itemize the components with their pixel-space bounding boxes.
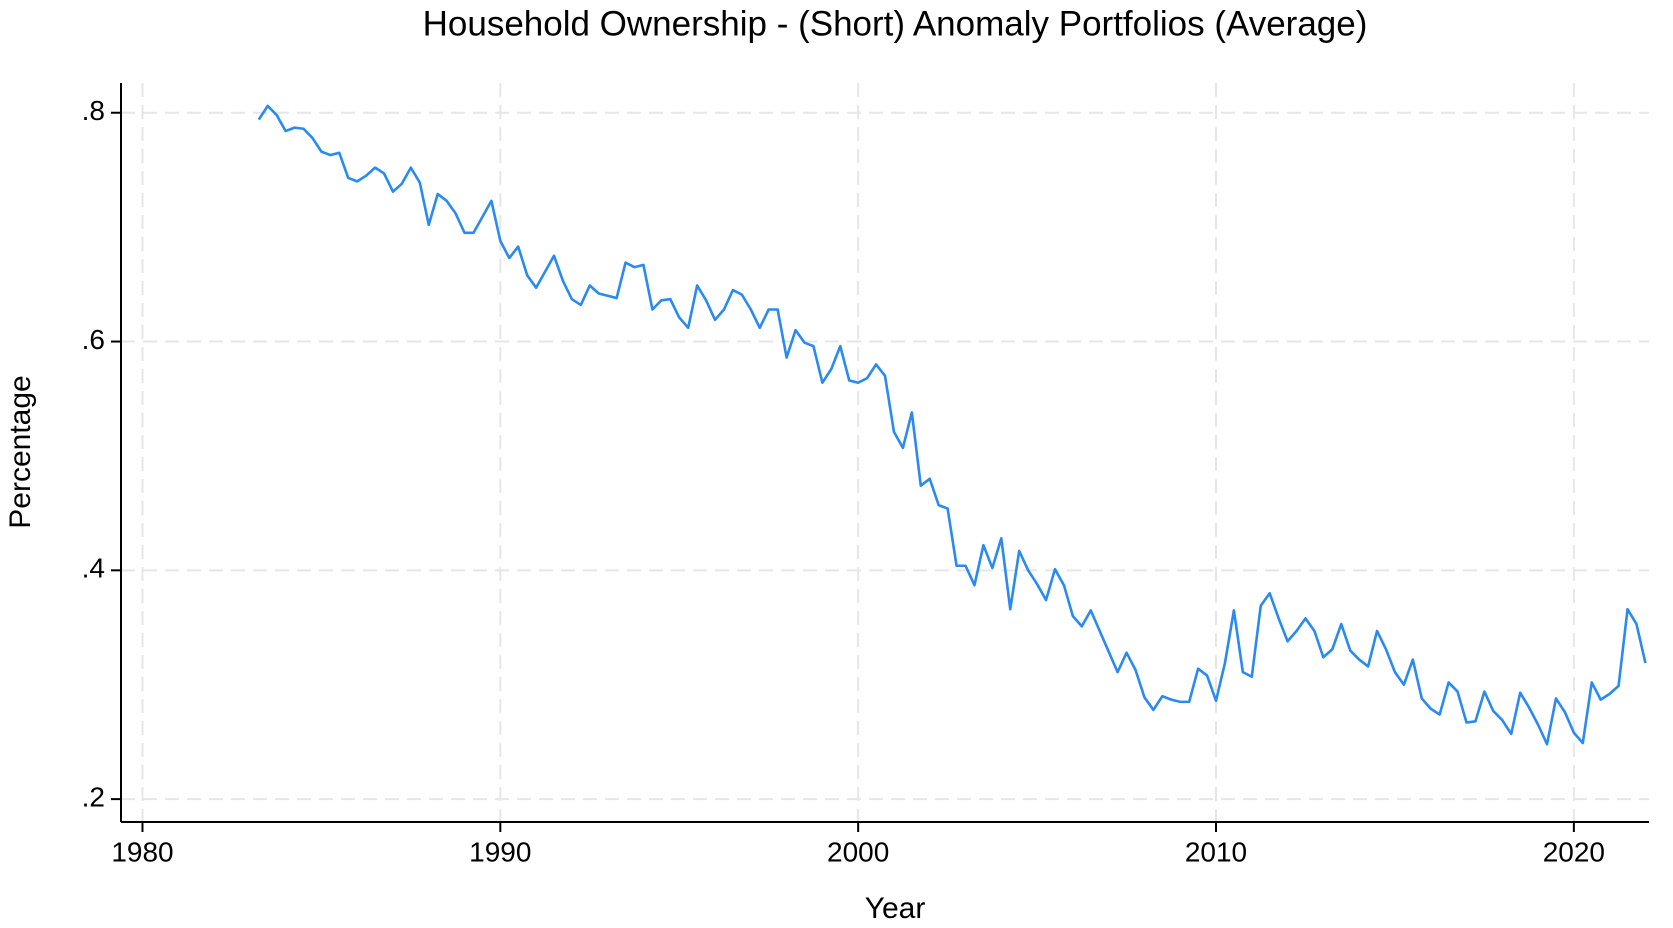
x-tick-label: 2020 — [1543, 836, 1605, 867]
y-tick-label: .8 — [82, 95, 105, 126]
y-tick-label: .6 — [82, 324, 105, 355]
x-tick-label: 2010 — [1185, 836, 1247, 867]
y-axis-title: Percentage — [4, 375, 37, 528]
y-tick-label: .4 — [82, 553, 105, 584]
x-tick-label: 1990 — [469, 836, 531, 867]
x-axis-title: Year — [865, 892, 926, 925]
data-line — [257, 104, 1647, 746]
chart-title: Household Ownership - (Short) Anomaly Po… — [423, 4, 1368, 43]
x-tick-label: 1980 — [111, 836, 173, 867]
y-tick-label: .2 — [82, 782, 105, 813]
x-tick-label: 2000 — [827, 836, 889, 867]
